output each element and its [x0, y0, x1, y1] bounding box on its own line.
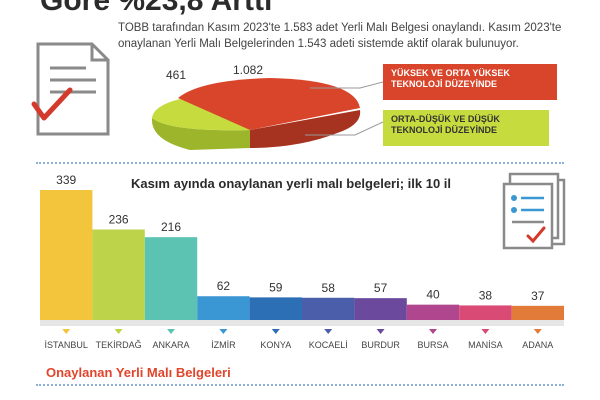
bar-category-label: KOCAELİ	[309, 340, 348, 350]
section-divider	[36, 162, 564, 164]
pie-label-high: 1.082	[233, 63, 264, 77]
legend-low-tech: ORTA-DÜŞÜK VE DÜŞÜK TEKNOLOJİ DÜZEYİNDE	[383, 110, 549, 146]
documents-stack-icon	[502, 172, 566, 250]
bar-marker	[533, 329, 542, 334]
bar-category-label: TEKİRDAĞ	[96, 340, 142, 350]
intro-text: TOBB tarafından Kasım 2023'te 1.583 adet…	[118, 22, 562, 50]
bar-7	[406, 304, 460, 320]
footer-title: Onaylanan Yerli Malı Belgeleri	[46, 365, 231, 380]
bar-category-label: BURDUR	[361, 340, 400, 350]
bar-marker	[376, 329, 385, 334]
bar-category-label: KONYA	[260, 340, 291, 350]
bar-category-label: MANİSA	[468, 340, 503, 350]
pie-chart	[151, 78, 361, 150]
bar-2	[144, 237, 198, 320]
pie-slice-high-side	[250, 110, 361, 148]
bar-value-label: 62	[217, 279, 231, 293]
bar-marker	[219, 329, 228, 334]
bar-8	[459, 305, 512, 320]
bar-0	[40, 190, 93, 320]
bar-marker	[481, 329, 490, 334]
bar-3	[197, 296, 250, 320]
bar-value-label: 38	[479, 288, 493, 302]
bar-category-label: İZMİR	[211, 340, 236, 350]
pie-slice-low-side	[151, 118, 250, 150]
legend-high-tech: YÜKSEK VE ORTA YÜKSEK TEKNOLOJİ DÜZEYİND…	[383, 64, 557, 100]
pie-slice-low	[152, 94, 250, 131]
bar-category-label: ANKARA	[152, 340, 189, 350]
bar-marker	[167, 329, 175, 334]
bar-marker	[114, 329, 123, 334]
bar-6	[354, 298, 407, 320]
bar-value-label: 40	[426, 288, 440, 302]
bar-value-label: 59	[269, 280, 283, 294]
bar-value-label: 339	[56, 173, 76, 187]
bar-category-label: İSTANBUL	[45, 340, 88, 350]
bar-value-label: 57	[374, 281, 388, 295]
footer-divider	[36, 384, 564, 386]
pie-leader-lines	[305, 81, 384, 136]
bar-category-label: ADANA	[522, 340, 553, 350]
bar-9	[511, 305, 564, 320]
bar-value-label: 37	[531, 289, 545, 303]
bar-category-label: BURSA	[417, 340, 448, 350]
pie-label-low: 461	[166, 68, 187, 82]
bar-4	[249, 297, 302, 320]
bar-marker	[62, 329, 71, 334]
bar-marker	[271, 329, 280, 334]
bar-value-label: 236	[109, 212, 129, 226]
bar-5	[302, 297, 355, 320]
bar-marker	[429, 329, 437, 334]
document-check-icon	[31, 42, 110, 136]
chart-title: Kasım ayında onaylanan yerli malı belgel…	[130, 176, 452, 191]
bar-baseline	[40, 320, 564, 326]
bar-value-label: 58	[322, 281, 336, 295]
bar-1	[92, 229, 145, 320]
bar-value-label: 216	[161, 220, 181, 234]
pie-slice-high	[178, 78, 360, 130]
bar-marker	[324, 329, 333, 334]
headline: Göre %23,8 Arttı	[40, 0, 273, 17]
